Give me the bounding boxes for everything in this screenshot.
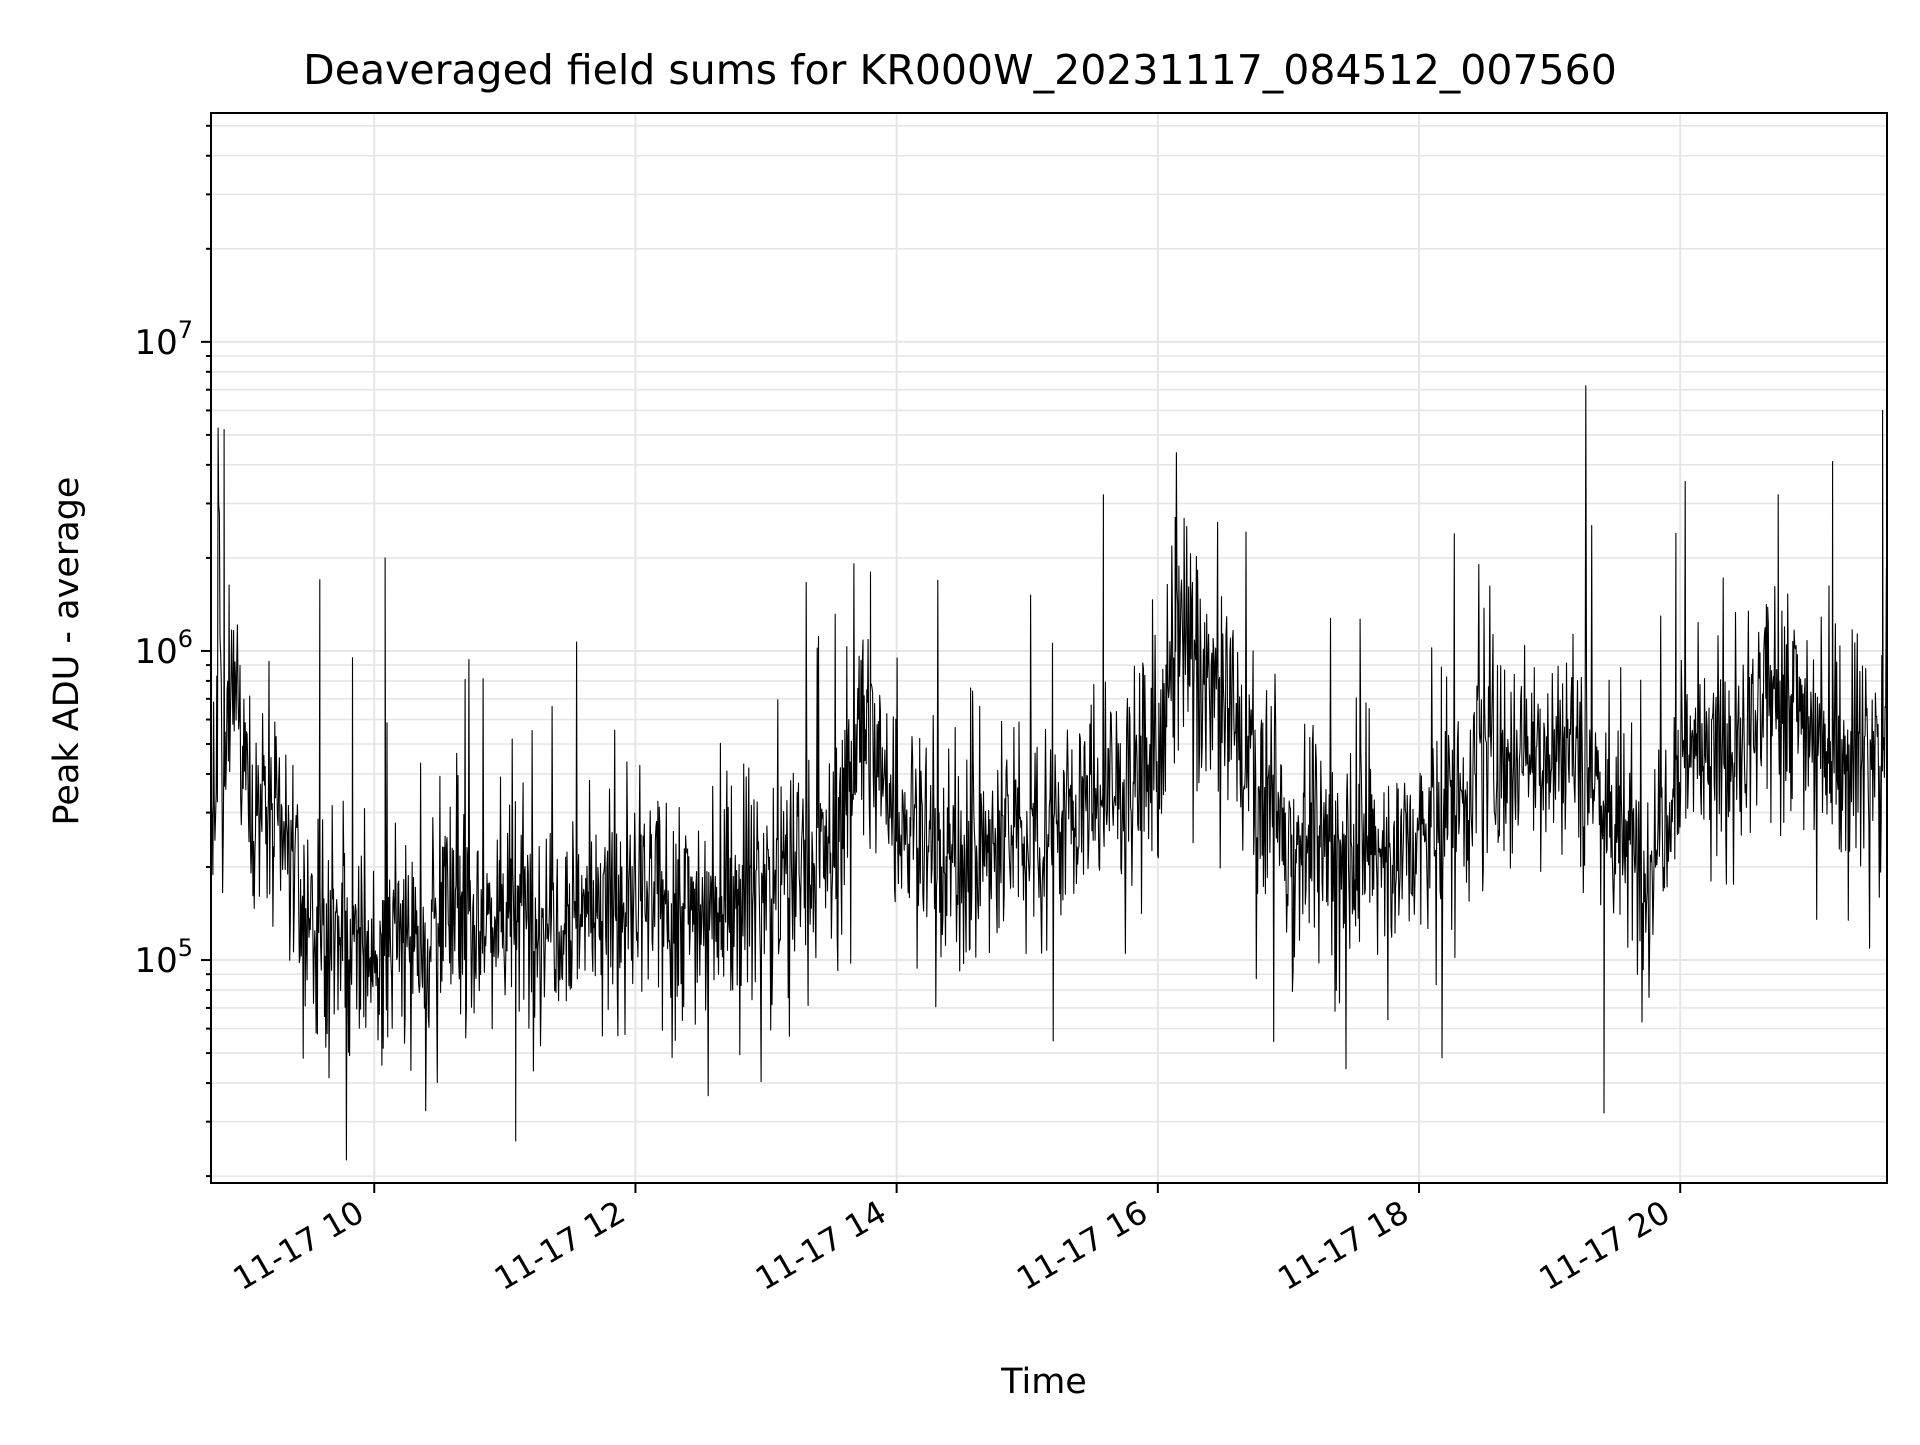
x-tick-label: 11-17 16 <box>1010 1193 1154 1298</box>
grid <box>211 113 1887 1183</box>
y-tick-label-exponent: 6 <box>178 625 193 653</box>
y-tick-label-base: 10 <box>134 632 177 672</box>
y-tick-label-base: 10 <box>134 941 177 981</box>
y-tick-label: 106 <box>134 625 193 672</box>
x-tick-label: 11-17 20 <box>1533 1193 1677 1298</box>
chart-title: Deaveraged field sums for KR000W_2023111… <box>303 46 1617 94</box>
x-axis-label: Time <box>1000 1362 1087 1402</box>
x-tick-label: 11-17 18 <box>1271 1193 1415 1298</box>
y-tick-label: 105 <box>134 934 193 981</box>
series-line <box>211 165 1887 1161</box>
y-tick-label: 107 <box>134 316 193 363</box>
plot-frame <box>210 112 1888 1184</box>
x-tick-label: 11-17 14 <box>749 1193 893 1298</box>
y-tick-label-base: 10 <box>134 323 177 363</box>
y-tick-label-exponent: 5 <box>178 934 193 962</box>
x-tick-label: 11-17 10 <box>227 1193 371 1298</box>
series-line-layer <box>211 165 1887 1161</box>
y-tick-label-exponent: 7 <box>178 316 193 344</box>
y-axis-label: Peak ADU - average <box>47 477 87 826</box>
x-axis: 11-17 10 11-17 12 11-17 14 11-17 16 11-17 18… <box>227 1183 1682 1298</box>
x-tick-label: 11-17 12 <box>488 1193 632 1298</box>
